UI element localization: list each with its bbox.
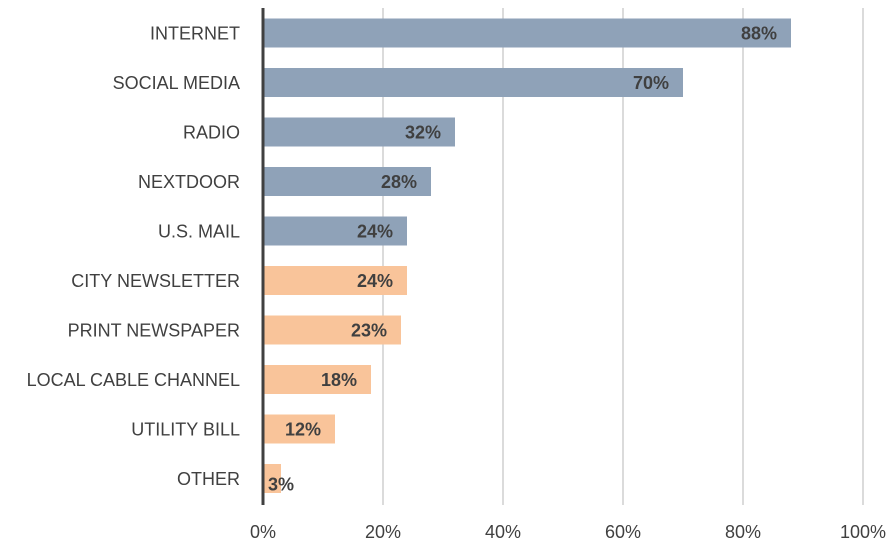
- category-label: CITY NEWSLETTER: [71, 271, 240, 291]
- x-tick-label: 20%: [365, 522, 401, 542]
- data-label: 88%: [741, 24, 777, 44]
- bar: [263, 18, 791, 48]
- bar: [263, 414, 335, 444]
- category-label: OTHER: [177, 469, 240, 489]
- x-tick-label: 80%: [725, 522, 761, 542]
- bar: [263, 117, 455, 147]
- bar: [263, 464, 281, 493]
- x-axis-tick-labels: 0% 20% 40% 60% 80% 100%: [250, 522, 886, 542]
- bar: [263, 266, 407, 295]
- category-labels: INTERNET SOCIAL MEDIA RADIO NEXTDOOR U.S. MA…: [27, 24, 240, 490]
- data-label: 23%: [351, 321, 387, 341]
- data-label: 18%: [321, 370, 357, 390]
- category-label: UTILITY BILL: [131, 420, 240, 440]
- bar: [263, 365, 371, 394]
- x-tick-label: 40%: [485, 522, 521, 542]
- category-label: NEXTDOOR: [138, 172, 240, 192]
- category-label: SOCIAL MEDIA: [113, 73, 240, 93]
- data-label: 32%: [405, 123, 441, 143]
- data-label: 24%: [357, 271, 393, 291]
- x-tick-label: 0%: [250, 522, 276, 542]
- category-label: LOCAL CABLE CHANNEL: [27, 370, 240, 390]
- x-tick-label: 60%: [605, 522, 641, 542]
- category-label: RADIO: [183, 123, 240, 143]
- bar: [263, 315, 401, 345]
- data-labels: 88% 70% 32% 28% 24% 24% 23% 18% 12% 3%: [268, 24, 777, 495]
- bar: [263, 167, 431, 196]
- data-label: 28%: [381, 172, 417, 192]
- data-label: 12%: [285, 420, 321, 440]
- x-tick-label: 100%: [840, 522, 886, 542]
- category-label: INTERNET: [150, 24, 240, 44]
- bars: [263, 18, 791, 493]
- bar: [263, 68, 683, 97]
- bar: [263, 216, 407, 246]
- data-label: 70%: [633, 73, 669, 93]
- data-label: 3%: [268, 475, 294, 495]
- category-label: PRINT NEWSPAPER: [68, 321, 240, 341]
- data-label: 24%: [357, 222, 393, 242]
- category-label: U.S. MAIL: [158, 222, 240, 242]
